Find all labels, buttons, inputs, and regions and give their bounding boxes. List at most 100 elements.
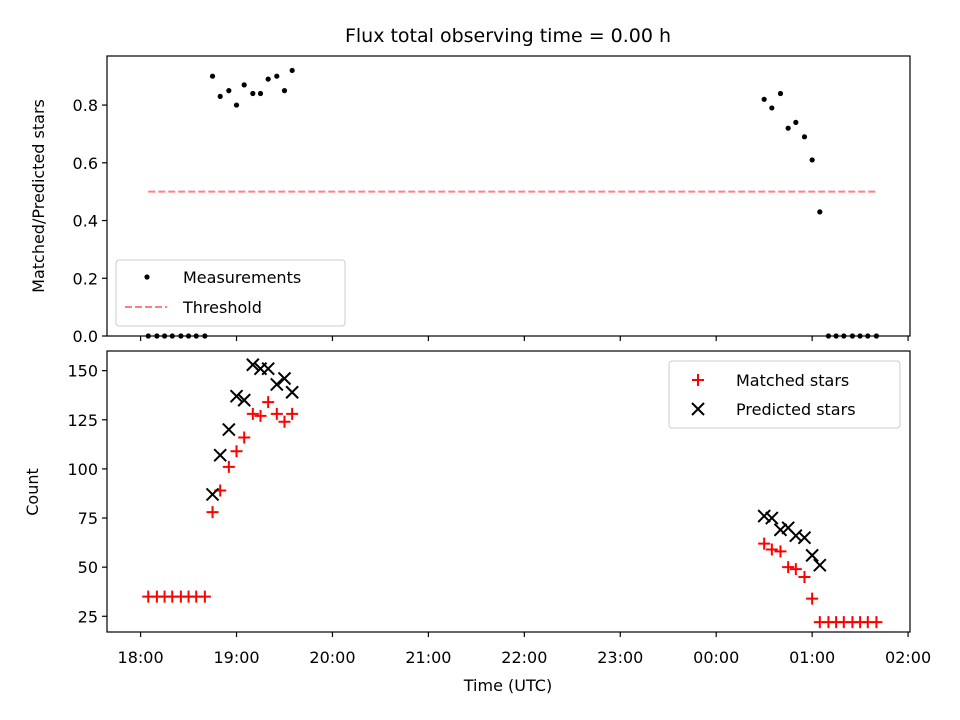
x-tick-label: 21:00 bbox=[405, 648, 451, 667]
measurement-point bbox=[817, 209, 823, 215]
matched-star-point bbox=[246, 407, 259, 420]
matched-star-point bbox=[206, 506, 219, 519]
panel-top: 0.00.20.40.60.8 Matched/Predicted stars … bbox=[29, 55, 911, 346]
legend-measurements-marker bbox=[144, 274, 150, 280]
x-tick-label: 18:00 bbox=[118, 648, 164, 667]
y-tick-label: 125 bbox=[67, 411, 98, 430]
matched-star-point bbox=[782, 561, 795, 574]
panel-bottom-marks bbox=[142, 358, 883, 629]
panel-bottom: 18:00 19:00 20:00 21:00 22:00 23:00 00:00 01:00… bbox=[23, 350, 931, 695]
measurement-point bbox=[289, 67, 295, 74]
legend-predicted-label: Predicted stars bbox=[736, 400, 856, 419]
predicted-star-point bbox=[757, 509, 771, 523]
measurement-point bbox=[226, 88, 232, 94]
y-tick-label: 0.4 bbox=[73, 212, 98, 231]
measurement-point bbox=[865, 333, 871, 339]
measurement-point bbox=[185, 333, 192, 339]
panel-top-frame bbox=[106, 55, 911, 337]
measurement-point bbox=[145, 333, 151, 339]
matched-star-point bbox=[278, 415, 291, 428]
predicted-star-point bbox=[805, 548, 819, 563]
panel-bottom-y-ticks: 25 50 75 100 125 150 bbox=[67, 362, 107, 626]
matched-star-point bbox=[758, 537, 771, 550]
y-tick-label: 50 bbox=[78, 558, 98, 577]
measurement-point bbox=[801, 134, 808, 140]
y-tick-label: 75 bbox=[78, 509, 98, 528]
y-tick-label: 25 bbox=[78, 607, 98, 626]
panel-top-y-ticks: 0.0 0.2 0.4 0.6 0.8 bbox=[73, 96, 107, 346]
legend-measurements-label: Measurements bbox=[183, 268, 301, 287]
matched-star-point bbox=[789, 563, 802, 576]
panel-top-x-ticks bbox=[139, 336, 909, 341]
chart-title: Flux total observing time = 0.00 h bbox=[345, 25, 671, 47]
y-tick-label: 0.8 bbox=[73, 96, 98, 115]
x-tick-label: 23:00 bbox=[597, 648, 643, 667]
predicted-star-point bbox=[205, 487, 220, 502]
measurement-point bbox=[154, 333, 160, 339]
measurement-point bbox=[793, 119, 799, 125]
predicted-star-point bbox=[229, 389, 244, 403]
predicted-star-point bbox=[813, 558, 827, 572]
panel-top-ylabel: Matched/Predicted stars bbox=[29, 99, 48, 293]
measurement-point bbox=[281, 88, 288, 94]
panel-bottom-ylabel: Count bbox=[23, 468, 42, 516]
x-tick-label: 22:00 bbox=[501, 648, 547, 667]
measurement-point bbox=[178, 333, 184, 339]
predicted-star-point bbox=[261, 361, 275, 376]
predicted-star-point bbox=[765, 511, 779, 525]
measurement-point bbox=[250, 90, 256, 97]
matched-star-point bbox=[238, 431, 251, 444]
predicted-star-point bbox=[773, 523, 788, 537]
predicted-star-point bbox=[222, 422, 236, 437]
measurement-point bbox=[241, 82, 247, 88]
measurement-point bbox=[857, 333, 863, 339]
y-tick-label: 100 bbox=[67, 460, 98, 479]
y-tick-label: 0.0 bbox=[73, 327, 98, 346]
measurement-point bbox=[769, 105, 775, 111]
measurement-point bbox=[209, 73, 216, 79]
measurement-point bbox=[193, 333, 199, 339]
measurement-point bbox=[217, 93, 223, 100]
legend-matched-label: Matched stars bbox=[736, 371, 849, 390]
x-tick-label: 00:00 bbox=[693, 648, 739, 667]
legend-bottom-frame bbox=[668, 360, 901, 429]
measurement-point bbox=[825, 333, 832, 339]
matched-star-point bbox=[806, 592, 819, 605]
measurement-point bbox=[849, 333, 856, 339]
matched-star-point bbox=[798, 570, 811, 583]
legend-threshold-label: Threshold bbox=[182, 298, 262, 317]
x-tick-label: 19:00 bbox=[213, 648, 259, 667]
measurement-point bbox=[841, 333, 847, 339]
matched-star-point bbox=[198, 590, 211, 603]
measurement-point bbox=[833, 333, 839, 339]
y-tick-label: 0.2 bbox=[73, 269, 98, 288]
predicted-star-point bbox=[237, 393, 251, 407]
measurement-point bbox=[809, 157, 815, 163]
measurement-point bbox=[265, 76, 271, 82]
measurement-point bbox=[233, 102, 240, 108]
predicted-star-point bbox=[789, 529, 803, 543]
matched-star-point bbox=[254, 409, 267, 422]
predicted-star-point bbox=[277, 371, 292, 386]
predicted-star-point bbox=[246, 358, 260, 372]
matched-star-point bbox=[286, 407, 299, 420]
predicted-star-point bbox=[285, 385, 299, 399]
y-tick-label: 0.6 bbox=[73, 154, 98, 173]
legend-bottom: Matched stars Predicted stars bbox=[668, 360, 901, 429]
matched-star-point bbox=[774, 545, 787, 558]
matched-star-point bbox=[222, 460, 235, 473]
measurement-point bbox=[257, 90, 264, 97]
predicted-star-point bbox=[270, 377, 284, 392]
legend-top: Measurements Threshold bbox=[115, 259, 346, 327]
x-axis-label: Time (UTC) bbox=[463, 676, 552, 695]
matched-star-point bbox=[270, 407, 283, 420]
x-tick-label: 20:00 bbox=[309, 648, 355, 667]
measurement-point bbox=[202, 333, 208, 339]
x-tick-label: 01:00 bbox=[789, 648, 835, 667]
legend-matched-marker bbox=[692, 374, 704, 386]
measurement-point bbox=[161, 333, 168, 339]
legend-top-frame bbox=[115, 259, 346, 327]
y-tick-label: 150 bbox=[67, 362, 98, 381]
matched-star-point bbox=[230, 445, 243, 458]
